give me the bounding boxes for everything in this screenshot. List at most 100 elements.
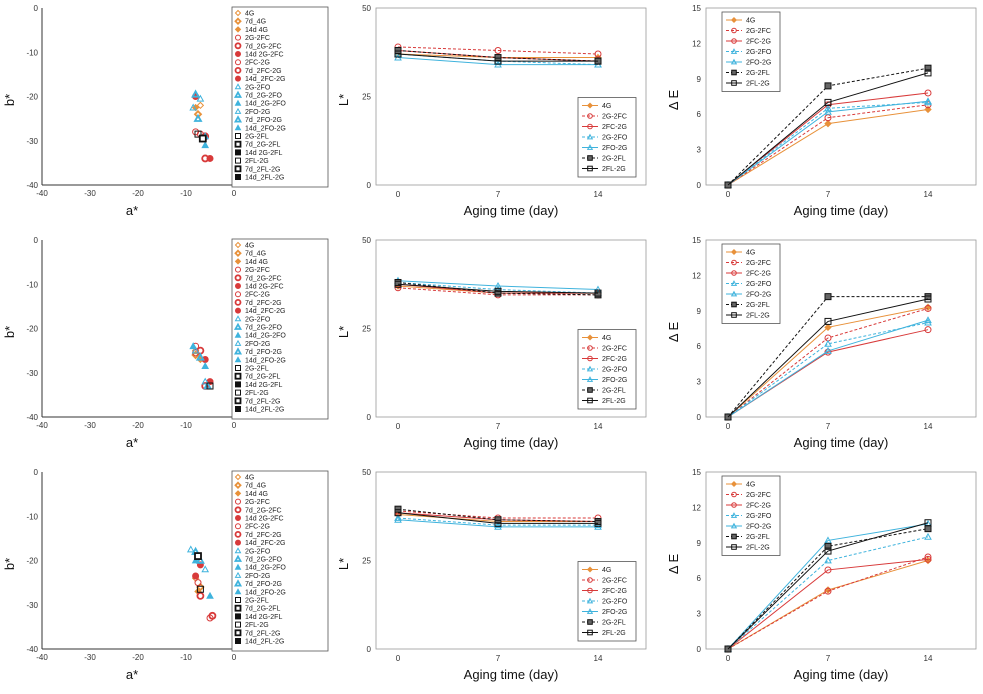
data-point — [494, 54, 502, 62]
legend-label: 7d_2G-2FL — [245, 606, 281, 613]
legend-marker — [731, 491, 737, 498]
legend-marker — [730, 290, 738, 297]
legend-marker — [235, 539, 241, 546]
x-tick-label: -30 — [84, 189, 96, 198]
legend-marker — [235, 133, 241, 139]
x-tick-label: 0 — [726, 190, 731, 199]
legend-marker — [730, 522, 738, 529]
legend-label: 2FL-2G — [245, 158, 269, 165]
plot-area — [705, 471, 977, 650]
legend-marker — [731, 69, 737, 76]
legend-marker — [586, 597, 594, 604]
series-line — [727, 528, 929, 650]
series-line — [727, 92, 929, 186]
y-tick-label: -40 — [26, 181, 38, 190]
x-tick-label: 14 — [924, 422, 933, 431]
y-tick-label: 25 — [362, 325, 371, 334]
data-point — [494, 46, 502, 54]
data-point — [824, 104, 832, 112]
legend-label: 4G — [602, 103, 611, 110]
data-point — [724, 181, 732, 189]
legend-label: 2G-2FO — [245, 548, 271, 555]
data-point — [394, 280, 402, 288]
legend-marker — [587, 629, 593, 636]
legend-label: 2G-2FO — [602, 135, 628, 142]
legend-label: 2FO-2G — [746, 60, 771, 67]
data-point — [201, 141, 210, 149]
data-point — [924, 97, 932, 105]
legend-label: 2FC-2G — [245, 292, 270, 299]
legend-label: 2FC-2G — [746, 39, 771, 46]
legend-label: 2G-2FL — [245, 598, 269, 605]
legend-marker — [587, 619, 593, 625]
legend-marker — [730, 248, 738, 256]
x-tick-label: 0 — [232, 421, 237, 430]
series-line — [727, 558, 929, 650]
x-tick-label: 7 — [496, 422, 501, 431]
plot-area — [705, 7, 977, 186]
legend-marker — [235, 51, 241, 57]
y-tick-label: -20 — [26, 557, 38, 566]
legend-label: 14d_2G-2FO — [245, 101, 286, 108]
legend-label: 2G-2FC — [602, 578, 627, 585]
legend-label: 2G-2FC — [746, 28, 771, 35]
data-point — [494, 516, 502, 524]
legend-label: 2G-2FO — [245, 84, 271, 91]
x-tick-label: -20 — [132, 653, 144, 662]
legend-label: 2G-2FO — [602, 599, 628, 606]
data-point — [824, 346, 832, 354]
legend-label: 4G — [746, 18, 755, 25]
legend-marker — [731, 533, 737, 540]
legend-marker — [587, 587, 593, 594]
chart-9: 0 7 14 0 3 6 9 12 15 Aging time (day) Δ E 4G 2G-2FC 2… — [666, 468, 977, 682]
y-tick-label: 3 — [697, 378, 702, 387]
chart-6: 0 7 14 0 3 6 9 12 15 Aging time (day) Δ E 4G 2G-2FC 2… — [666, 236, 977, 450]
legend-label: 14d 2G-2FC — [245, 516, 284, 523]
y-tick-label: -30 — [26, 369, 38, 378]
legend-marker — [730, 58, 738, 65]
series-line — [727, 523, 929, 650]
legend-label: 2FO-2G — [245, 109, 270, 116]
data-point — [924, 532, 932, 540]
x-tick-label: -40 — [36, 421, 48, 430]
legend-marker — [235, 597, 241, 603]
data-point — [824, 98, 832, 106]
data-point — [194, 579, 202, 587]
legend-label: 7d_2FC-2G — [245, 68, 282, 75]
series-line — [727, 100, 929, 186]
legend-label: 7d_2FO-2G — [245, 581, 282, 588]
data-point — [924, 326, 932, 334]
y-tick-label: 15 — [692, 4, 701, 13]
legend-label: 7d_4G — [245, 483, 266, 490]
data-point — [186, 545, 195, 553]
data-point — [594, 289, 602, 297]
y-tick-label: 6 — [697, 110, 702, 119]
series-line — [727, 307, 929, 418]
data-point — [824, 542, 832, 550]
data-point — [824, 587, 832, 595]
series-line — [727, 560, 929, 650]
legend-label: 14d 4G — [245, 27, 268, 34]
y-tick-label: 50 — [362, 4, 371, 13]
legend-marker — [234, 481, 242, 489]
x-tick-label: 0 — [396, 190, 401, 199]
y-axis-label: Δ E — [666, 322, 681, 343]
series-line — [727, 298, 929, 418]
legend-marker — [587, 397, 593, 404]
data-point — [924, 295, 932, 303]
data-point — [924, 69, 932, 77]
series-line — [727, 72, 929, 186]
series-line — [727, 319, 929, 418]
legend-marker — [235, 613, 241, 620]
y-tick-label: 3 — [697, 610, 702, 619]
legend-marker — [234, 274, 242, 282]
legend-marker — [234, 258, 242, 265]
legend-label: 7d_2FO-2G — [245, 117, 282, 124]
legend-label: 14d_2FL-2G — [245, 639, 284, 646]
x-tick-label: 7 — [826, 190, 831, 199]
legend-label: 7d_2G-2FC — [245, 507, 282, 514]
series-line — [397, 281, 599, 294]
legend-label: 4G — [746, 250, 755, 257]
legend-label: 2G-2FC — [602, 346, 627, 353]
y-tick-label: 50 — [362, 236, 371, 245]
